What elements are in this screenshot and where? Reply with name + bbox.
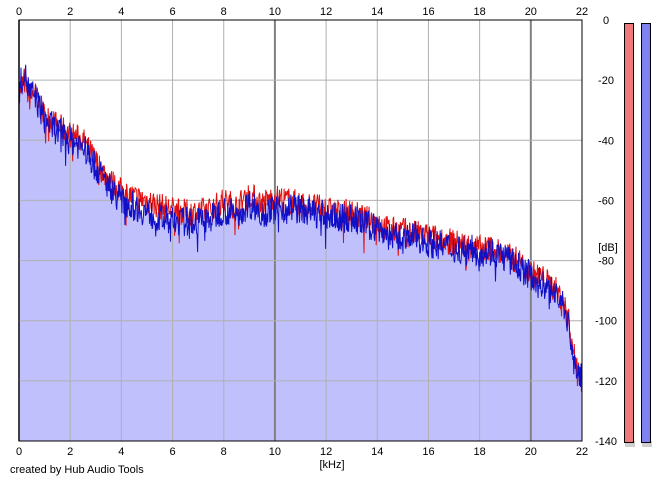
x-tick-label-bottom: 20: [525, 446, 537, 458]
plot-frame: [18, 19, 583, 442]
x-tick-label-top: 6: [169, 6, 175, 18]
x-tick-label-bottom: 4: [118, 446, 124, 458]
x-tick-label-bottom: 22: [576, 446, 588, 458]
x-axis-label: [kHz]: [319, 459, 344, 471]
x-tick-label-top: 14: [371, 6, 383, 18]
x-tick-label-top: 18: [474, 6, 486, 18]
y-tick-label: -20: [598, 75, 614, 87]
x-tick-label-bottom: 10: [269, 446, 281, 458]
x-tick-label-top: 2: [67, 6, 73, 18]
y-tick-label: -120: [595, 376, 617, 388]
x-tick-label-bottom: 2: [67, 446, 73, 458]
x-tick-label-top: 16: [422, 6, 434, 18]
y-axis-label: [dB]: [598, 242, 618, 254]
meter-left-shadow: [625, 441, 635, 447]
x-tick-label-bottom: 18: [474, 446, 486, 458]
x-tick-label-bottom: 14: [371, 446, 383, 458]
y-tick-label: -140: [595, 436, 617, 448]
x-tick-label-bottom: 12: [320, 446, 332, 458]
y-tick-label: -100: [595, 316, 617, 328]
x-tick-label-top: 20: [525, 6, 537, 18]
x-tick-label-top: 0: [16, 6, 22, 18]
x-tick-label-top: 10: [269, 6, 281, 18]
y-tick-label: -40: [598, 135, 614, 147]
x-tick-label-bottom: 8: [221, 446, 227, 458]
level-meter-left: [624, 23, 634, 443]
y-tick-label: 0: [603, 15, 609, 27]
x-tick-label-bottom: 6: [169, 446, 175, 458]
series-line-left: [18, 68, 583, 393]
level-meter-right: [641, 23, 651, 443]
x-tick-label-top: 22: [576, 6, 588, 18]
x-tick-label-top: 8: [221, 6, 227, 18]
spectrum-fill-area: [19, 64, 582, 442]
credit-text: created by Hub Audio Tools: [10, 464, 144, 476]
x-tick-label-top: 12: [320, 6, 332, 18]
x-tick-label-top: 4: [118, 6, 124, 18]
x-tick-label-bottom: 16: [422, 446, 434, 458]
x-tick-label-bottom: 0: [16, 446, 22, 458]
meter-right-shadow: [642, 441, 652, 447]
y-tick-label: -60: [598, 195, 614, 207]
series-line-right: [18, 64, 583, 390]
y-tick-label: -80: [598, 256, 614, 268]
